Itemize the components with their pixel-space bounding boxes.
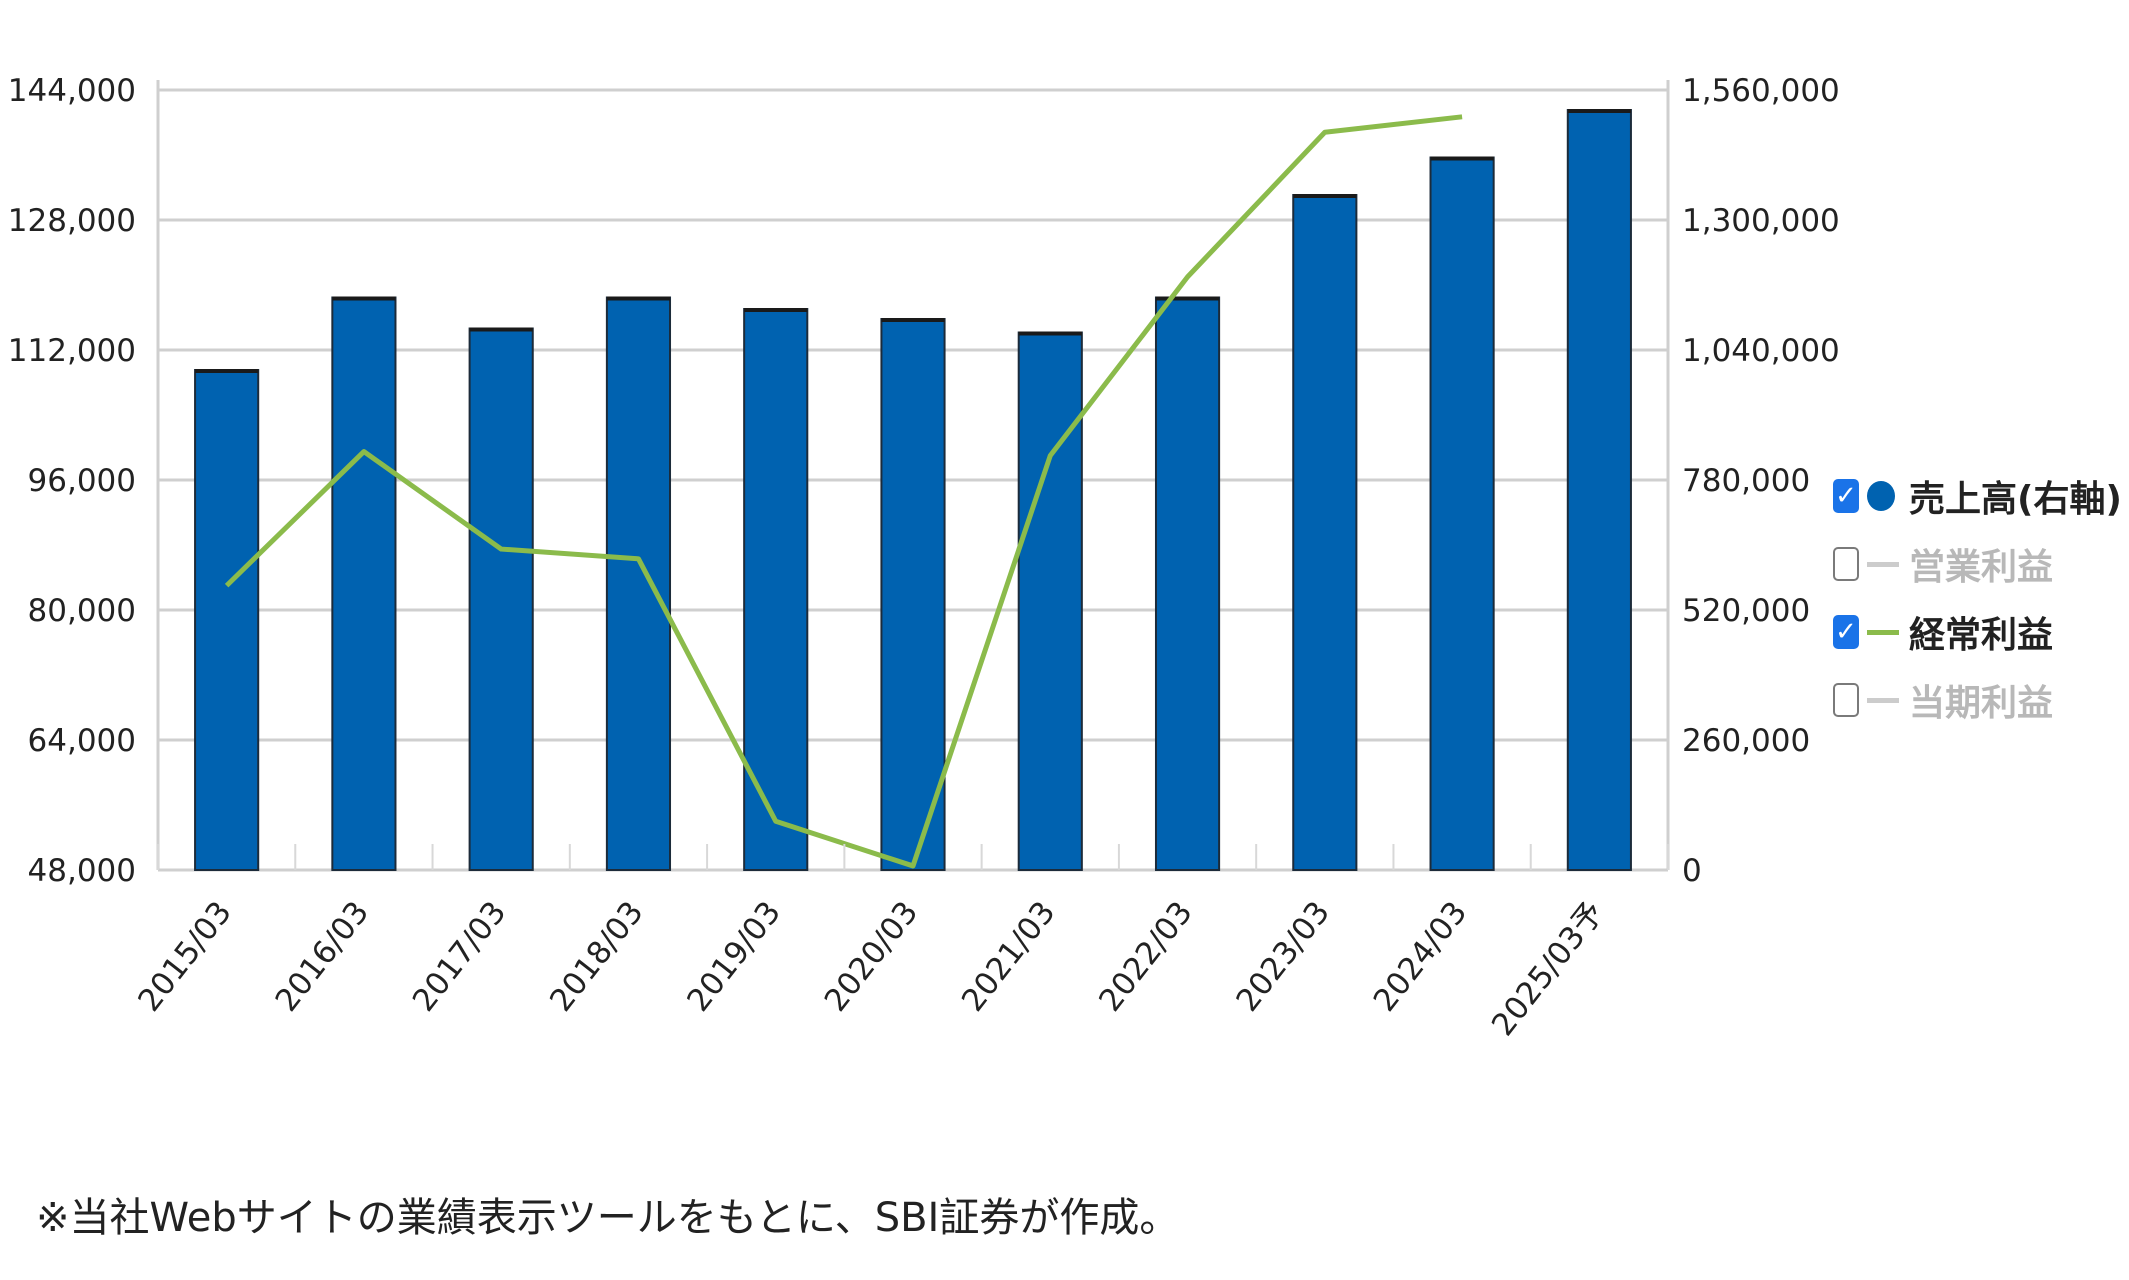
x-tick-label: 2018/03: [543, 895, 651, 1019]
left-axis-ticks: 144,000 128,000 112,000 96,000 80,000 64,000 4…: [8, 73, 136, 889]
earnings-chart: 144,000 128,000 112,000 96,000 80,000 64,000 4…: [8, 73, 1840, 1043]
x-tick-label: 2017/03: [406, 895, 514, 1019]
legend-checkbox[interactable]: [1833, 683, 1859, 717]
left-tick-label: 48,000: [28, 853, 136, 889]
right-tick-label: 260,000: [1682, 723, 1810, 759]
revenue-bar: [1154, 296, 1221, 871]
left-tick-label: 96,000: [28, 463, 136, 499]
legend-label: 売上高(右軸): [1909, 479, 2122, 520]
x-tick-label: 2023/03: [1229, 895, 1337, 1019]
check-icon: ✓: [1835, 617, 1857, 647]
x-tick-label: 2025/03予: [1485, 895, 1612, 1043]
axes: [156, 80, 1670, 870]
right-tick-label: 520,000: [1682, 593, 1810, 629]
line-marker-icon: [1863, 683, 1903, 717]
legend: ✓ 売上高(右軸) 営業利益 ✓ 経常利益当期利益: [1833, 462, 2122, 734]
revenue-bar: [331, 296, 397, 871]
legend-item[interactable]: 当期利益: [1833, 666, 2122, 734]
ordinary-profit-polyline: [224, 114, 1463, 869]
legend-item[interactable]: 営業利益: [1833, 530, 2122, 598]
left-tick-label: 64,000: [28, 723, 136, 759]
revenue-bars: [194, 109, 1632, 871]
ordinary-profit-line: [224, 114, 1463, 869]
x-tick-label: 2021/03: [955, 895, 1063, 1019]
legend-item[interactable]: ✓ 売上高(右軸): [1833, 462, 2122, 530]
legend-label: 経常利益: [1909, 615, 2054, 656]
revenue-bar: [743, 308, 809, 871]
revenue-bar: [1429, 156, 1495, 871]
revenue-bar: [880, 318, 946, 871]
revenue-bar: [468, 327, 534, 871]
x-tick-label: 2024/03: [1367, 895, 1475, 1019]
line-marker-icon: [1863, 615, 1903, 649]
right-tick-label: 1,040,000: [1682, 333, 1840, 369]
revenue-bar: [1292, 194, 1358, 871]
right-tick-label: 780,000: [1682, 463, 1810, 499]
left-tick-label: 128,000: [8, 203, 136, 239]
revenue-bar: [605, 296, 672, 871]
right-axis-ticks: 1,560,000 1,300,000 1,040,000 780,000 520,00…: [1682, 73, 1840, 889]
legend-item[interactable]: ✓ 経常利益: [1833, 598, 2122, 666]
right-tick-label: 0: [1682, 853, 1702, 889]
legend-label: 営業利益: [1909, 547, 2054, 588]
legend-checkbox[interactable]: ✓: [1833, 479, 1859, 513]
check-icon: ✓: [1835, 481, 1857, 511]
x-tick-label: 2020/03: [818, 895, 926, 1019]
x-tick-label: 2022/03: [1092, 895, 1200, 1019]
right-tick-label: 1,560,000: [1682, 73, 1840, 109]
left-tick-label: 80,000: [28, 593, 136, 629]
left-tick-label: 144,000: [8, 73, 136, 109]
x-axis-ticks: 2015/03 2016/03 2017/03 2018/03 2019/03 2020/…: [131, 895, 1611, 1043]
revenue-bar: [1017, 331, 1083, 871]
revenue-bar: [1566, 109, 1632, 871]
left-tick-label: 112,000: [8, 333, 136, 369]
right-tick-label: 1,300,000: [1682, 203, 1840, 239]
circle-marker-icon: [1863, 479, 1903, 513]
x-tick-label: 2015/03: [131, 895, 239, 1019]
legend-label: 当期利益: [1909, 683, 2054, 724]
legend-checkbox[interactable]: [1833, 547, 1859, 581]
x-tick-label: 2016/03: [269, 895, 377, 1019]
revenue-bar: [194, 369, 260, 871]
x-tick-label: 2019/03: [680, 895, 788, 1019]
line-marker-icon: [1863, 547, 1903, 581]
source-note: ※当社Webサイトの業績表示ツールをもとに、SBI証券が作成。: [36, 1195, 1180, 1241]
legend-checkbox[interactable]: ✓: [1833, 615, 1859, 649]
